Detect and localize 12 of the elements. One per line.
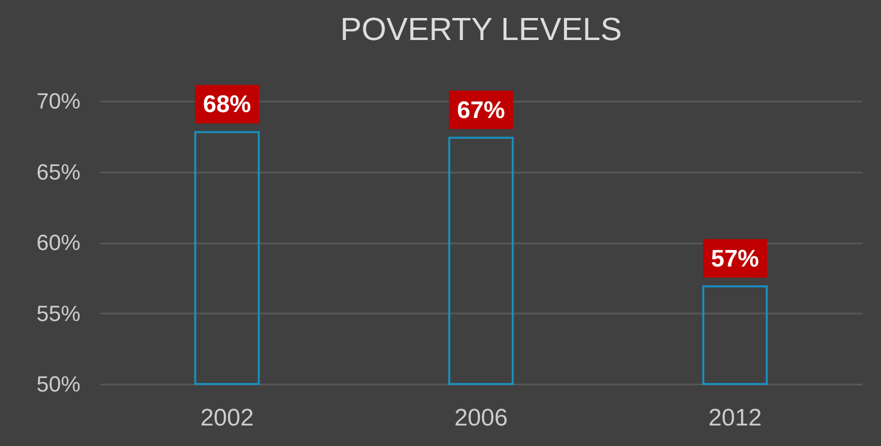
y-tick-label: 55% <box>36 300 80 326</box>
data-label: 68% <box>202 91 252 118</box>
y-tick-label: 70% <box>36 88 80 114</box>
x-tick-label: 2012 <box>708 404 762 432</box>
x-tick-label: 2006 <box>454 404 508 432</box>
data-label: 67% <box>456 96 506 124</box>
chart-title: POVERTY LEVELS <box>340 10 622 47</box>
y-tick-label: 65% <box>36 159 80 184</box>
y-tick-label: 50% <box>36 372 80 396</box>
y-tick-label: 60% <box>36 230 80 255</box>
x-tick-label: 2002 <box>200 404 254 432</box>
data-label: 57% <box>710 245 760 272</box>
